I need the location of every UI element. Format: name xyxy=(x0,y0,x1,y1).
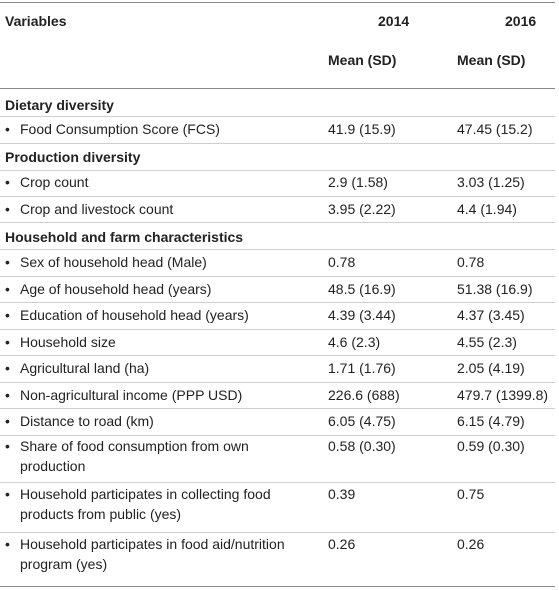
section-dietary-diversity: Dietary diversity xyxy=(5,97,114,113)
bullet-icon: • xyxy=(5,121,10,137)
value-2014: 4.6 (2.3) xyxy=(328,334,381,350)
value-2014: 48.5 (16.9) xyxy=(328,281,396,297)
row-divider xyxy=(0,382,555,383)
value-2014: 1.71 (1.76) xyxy=(328,360,396,376)
value-2016: 47.45 (15.2) xyxy=(457,121,533,137)
value-2016: 4.37 (3.45) xyxy=(457,307,525,323)
top-rule xyxy=(0,2,555,3)
table-row-label: • Agricultural land (ha) xyxy=(5,357,315,379)
table-row-label: • Share of food consumption from own pro… xyxy=(5,438,249,474)
value-2016: 0.75 xyxy=(457,486,485,502)
table-row-label: • Household participates in collecting f… xyxy=(5,486,271,522)
bullet-icon: • xyxy=(5,174,10,190)
bullet-icon: • xyxy=(5,334,10,350)
header-2016: 2016 xyxy=(505,13,537,29)
value-2016: 0.78 xyxy=(457,254,485,270)
header-variables: Variables xyxy=(5,13,67,29)
header-mean-sd-2016: Mean (SD) xyxy=(457,52,526,68)
row-divider xyxy=(0,355,555,356)
table-row-label: • Food Consumption Score (FCS) xyxy=(5,118,315,140)
row-divider xyxy=(0,276,555,277)
value-2016: 51.38 (16.9) xyxy=(457,281,533,297)
table-row-label: • Crop count xyxy=(5,171,315,193)
row-divider xyxy=(0,435,555,436)
bullet-icon: • xyxy=(5,387,10,403)
bullet-icon: • xyxy=(5,254,10,270)
value-2016: 4.4 (1.94) xyxy=(457,201,517,217)
row-divider xyxy=(0,116,555,117)
value-2014: 0.26 xyxy=(328,536,356,552)
row-divider xyxy=(0,143,555,144)
value-2014: 0.78 xyxy=(328,254,356,270)
value-2016: 3.03 (1.25) xyxy=(457,174,525,190)
value-2014: 2.9 (1.58) xyxy=(328,174,388,190)
value-2014: 6.05 (4.75) xyxy=(328,413,396,429)
value-2016: 0.26 xyxy=(457,536,485,552)
row-divider xyxy=(0,482,555,483)
table-row-label: • Distance to road (km) xyxy=(5,410,315,432)
table-row-label: • Education of household head (years) xyxy=(5,304,315,326)
table-row-label: • Sex of household head (Male) xyxy=(5,251,315,273)
bullet-icon: • xyxy=(5,438,10,454)
bullet-icon: • xyxy=(5,413,10,429)
bottom-rule xyxy=(0,586,555,587)
row-divider xyxy=(0,302,555,303)
value-2014: 4.39 (3.44) xyxy=(328,307,396,323)
row-divider xyxy=(0,249,555,250)
value-2014: 0.58 (0.30) xyxy=(328,438,396,454)
bullet-icon: • xyxy=(5,536,10,552)
value-2016: 4.55 (2.3) xyxy=(457,334,517,350)
row-divider xyxy=(0,329,555,330)
value-2014: 3.95 (2.22) xyxy=(328,201,396,217)
bullet-icon: • xyxy=(5,486,10,502)
value-2014: 0.39 xyxy=(328,486,356,502)
table-row-label: • Crop and livestock count xyxy=(5,198,315,220)
value-2014: 226.6 (688) xyxy=(328,387,400,403)
value-2016: 6.15 (4.79) xyxy=(457,413,525,429)
row-divider xyxy=(0,532,555,533)
value-2016: 479.7 (1399.8) xyxy=(457,387,549,403)
table-row-label: • Household participates in food aid/nut… xyxy=(5,536,285,572)
row-divider xyxy=(0,408,555,409)
table-row-label: • Non-agricultural income (PPP USD) xyxy=(5,384,315,406)
table-row-label: • Household size xyxy=(5,331,315,353)
row-divider xyxy=(0,196,555,197)
section-production-diversity: Production diversity xyxy=(5,149,141,165)
table-row-label: • Age of household head (years) xyxy=(5,278,315,300)
bullet-icon: • xyxy=(5,281,10,297)
row-divider xyxy=(0,170,555,171)
bullet-icon: • xyxy=(5,307,10,323)
header-2014: 2014 xyxy=(378,13,410,29)
value-2016: 0.59 (0.30) xyxy=(457,438,525,454)
value-2014: 41.9 (15.9) xyxy=(328,121,396,137)
section-household-farm: Household and farm characteristics xyxy=(5,229,244,245)
header-rule xyxy=(0,88,555,89)
header-mean-sd-2014: Mean (SD) xyxy=(328,52,397,68)
row-divider xyxy=(0,222,555,223)
value-2016: 2.05 (4.19) xyxy=(457,360,525,376)
bullet-icon: • xyxy=(5,201,10,217)
bullet-icon: • xyxy=(5,360,10,376)
